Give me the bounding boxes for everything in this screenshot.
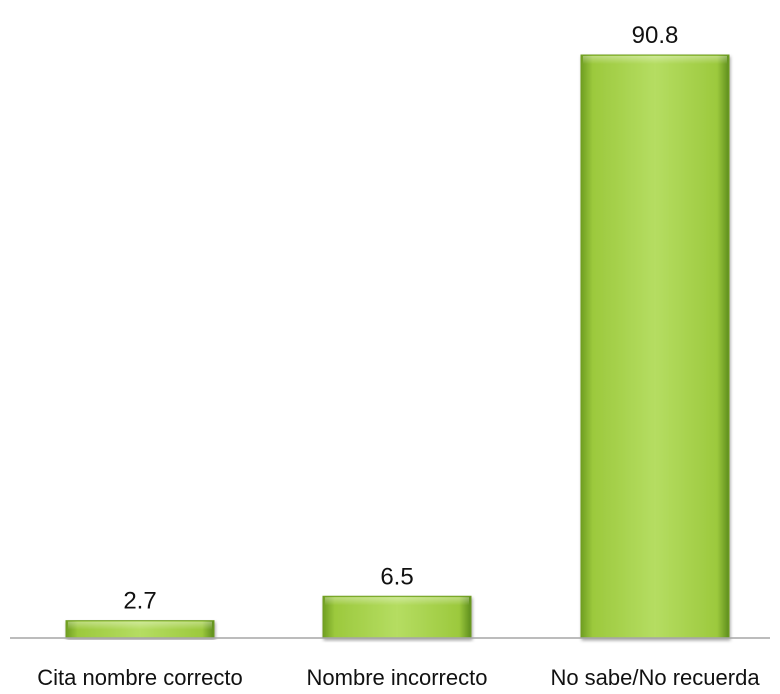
value-label-2: 6.5 (380, 563, 413, 590)
category-label-3: No sabe/No recuerda (550, 665, 760, 690)
value-labels-group: 2.7 6.5 90.8 (123, 22, 678, 615)
category-label-1: Cita nombre correcto (37, 665, 242, 690)
value-label-3: 90.8 (632, 22, 679, 49)
bars-group (65, 54, 730, 639)
bar-1-highlight (68, 621, 212, 630)
category-labels-group: Cita nombre correcto Nombre incorrecto No … (37, 665, 760, 690)
bar-3 (580, 54, 730, 639)
value-label-1: 2.7 (123, 588, 156, 615)
bar-3-highlight (583, 56, 727, 64)
category-label-2: Nombre incorrecto (307, 665, 488, 690)
bar-2-highlight (325, 597, 469, 606)
